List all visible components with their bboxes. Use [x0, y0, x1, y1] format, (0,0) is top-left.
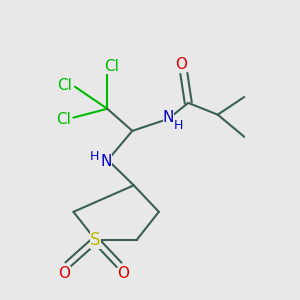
Text: O: O [175, 57, 187, 72]
Text: Cl: Cl [57, 78, 72, 93]
Text: O: O [118, 266, 130, 281]
Text: Cl: Cl [104, 59, 119, 74]
Text: N: N [100, 154, 112, 169]
Text: N: N [163, 110, 174, 125]
Text: Cl: Cl [56, 112, 70, 127]
Text: H: H [90, 150, 99, 163]
Text: O: O [58, 266, 70, 281]
Text: H: H [174, 119, 183, 132]
Text: S: S [90, 231, 101, 249]
